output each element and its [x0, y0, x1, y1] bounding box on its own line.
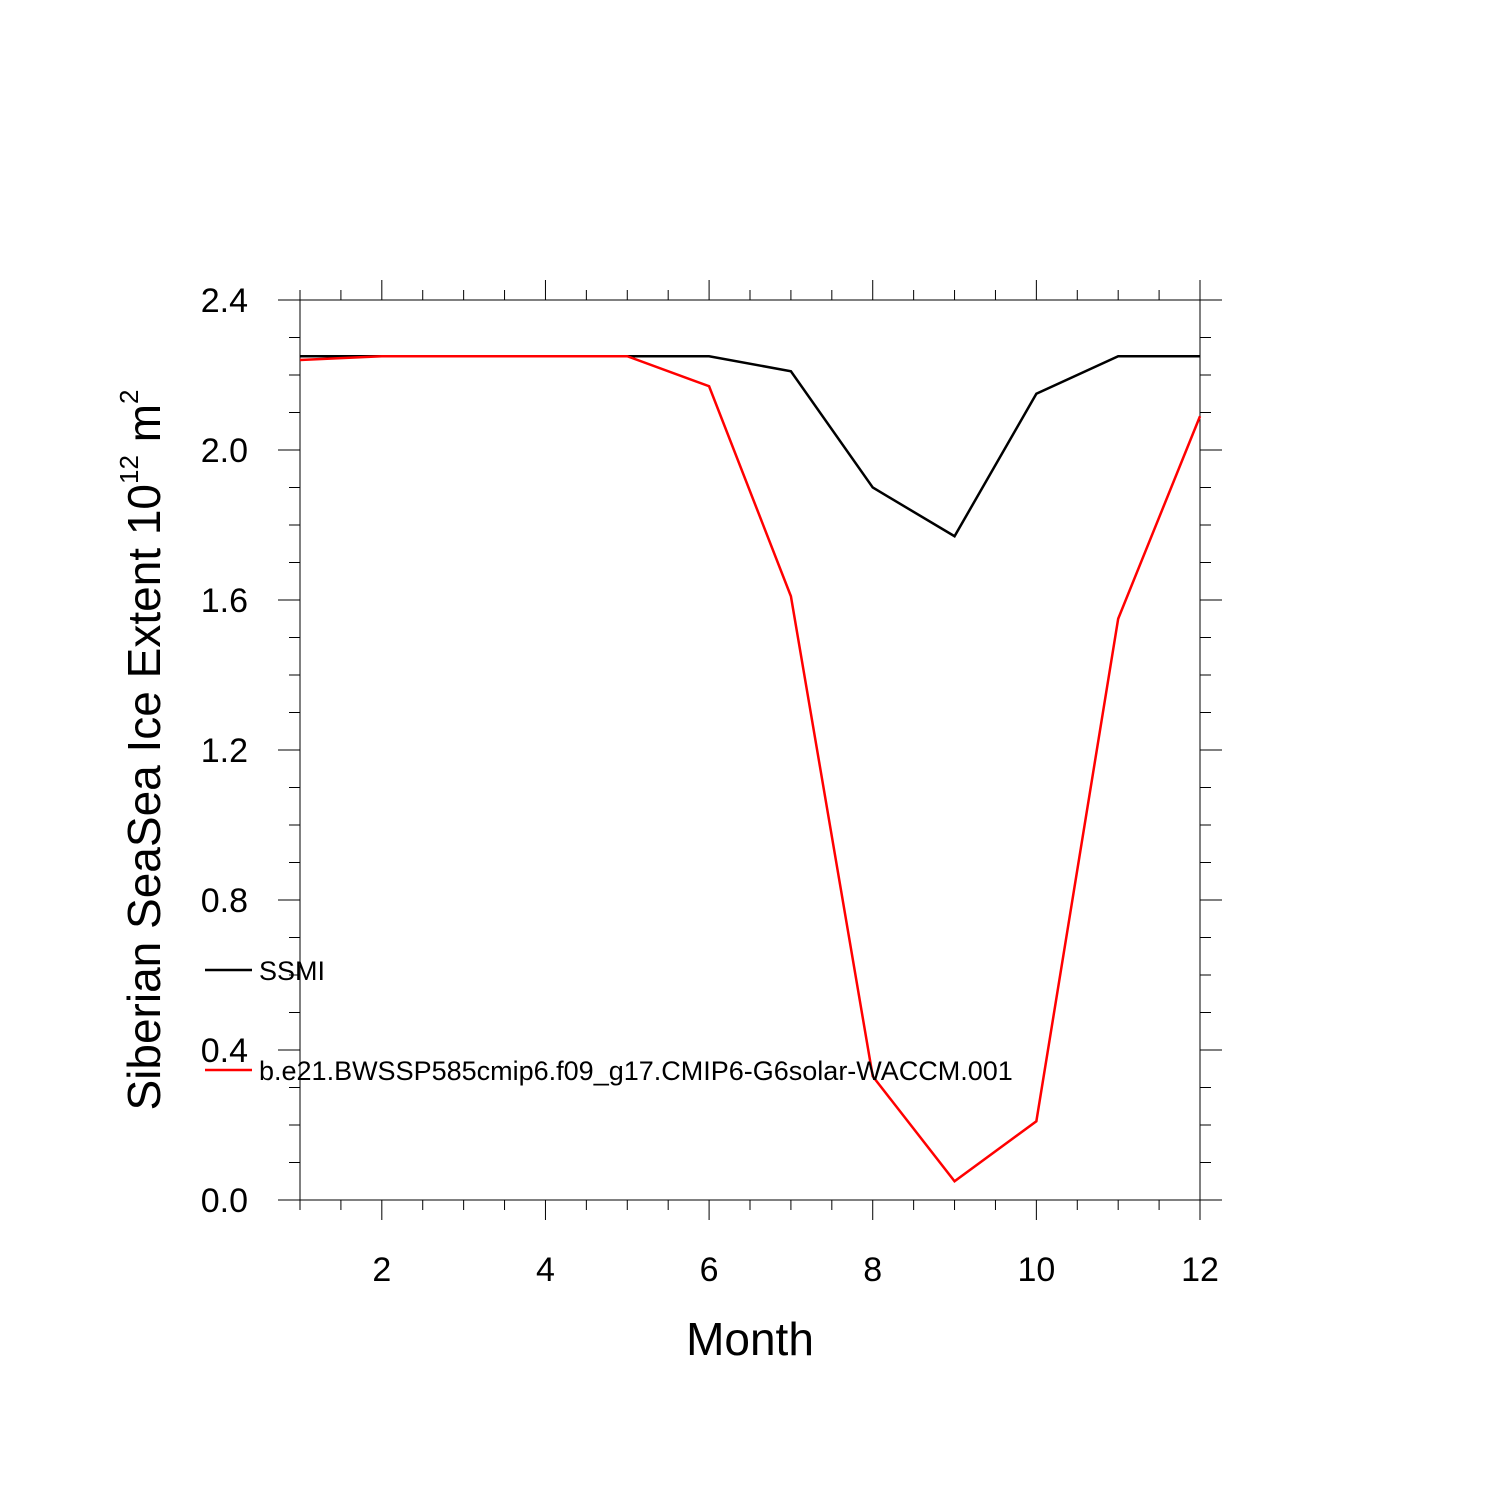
y-axis-title-unit-exponent: 2	[114, 389, 144, 403]
y-tick-label: 1.6	[201, 582, 248, 620]
y-axis-title: Siberian SeaSea Ice Extent 1012 m2	[114, 389, 170, 1110]
y-tick-label: 0.4	[201, 1032, 248, 1070]
legend: SSMI b.e21.BWSSP585cmip6.f09_g17.CMIP6-G6…	[205, 956, 1013, 1086]
legend-label-2: b.e21.BWSSP585cmip6.f09_g17.CMIP6-G6sola…	[259, 1056, 1013, 1086]
series-line-2	[299, 355, 1202, 1183]
legend-label-1: SSMI	[259, 956, 325, 986]
x-tick-label: 10	[1017, 1251, 1055, 1289]
x-axis-title: Month	[686, 1313, 814, 1365]
x-tick-label: 6	[700, 1251, 719, 1289]
y-tick-label: 2.4	[201, 282, 248, 320]
series-lines	[299, 355, 1202, 1183]
x-tick-label: 2	[372, 1251, 391, 1289]
y-tick-label: 0.0	[201, 1182, 248, 1220]
x-tick-label: 12	[1181, 1251, 1219, 1289]
series-line-1	[300, 355, 1200, 538]
axes: 2 4 6 8 10 12 0.0 0.4 0.8 1.2 1.6 2.0 2.4	[201, 280, 1222, 1289]
y-tick-label: 0.8	[201, 882, 248, 920]
y-axis-title-unit: m	[118, 404, 170, 455]
y-axis-title-main: Siberian SeaSea Ice Extent 10	[118, 484, 170, 1111]
x-tick-label: 4	[536, 1251, 555, 1289]
y-axis-title-exponent: 12	[114, 455, 144, 484]
x-tick-label: 8	[863, 1251, 882, 1289]
y-tick-label: 2.0	[201, 432, 248, 470]
y-tick-label: 1.2	[201, 732, 248, 770]
